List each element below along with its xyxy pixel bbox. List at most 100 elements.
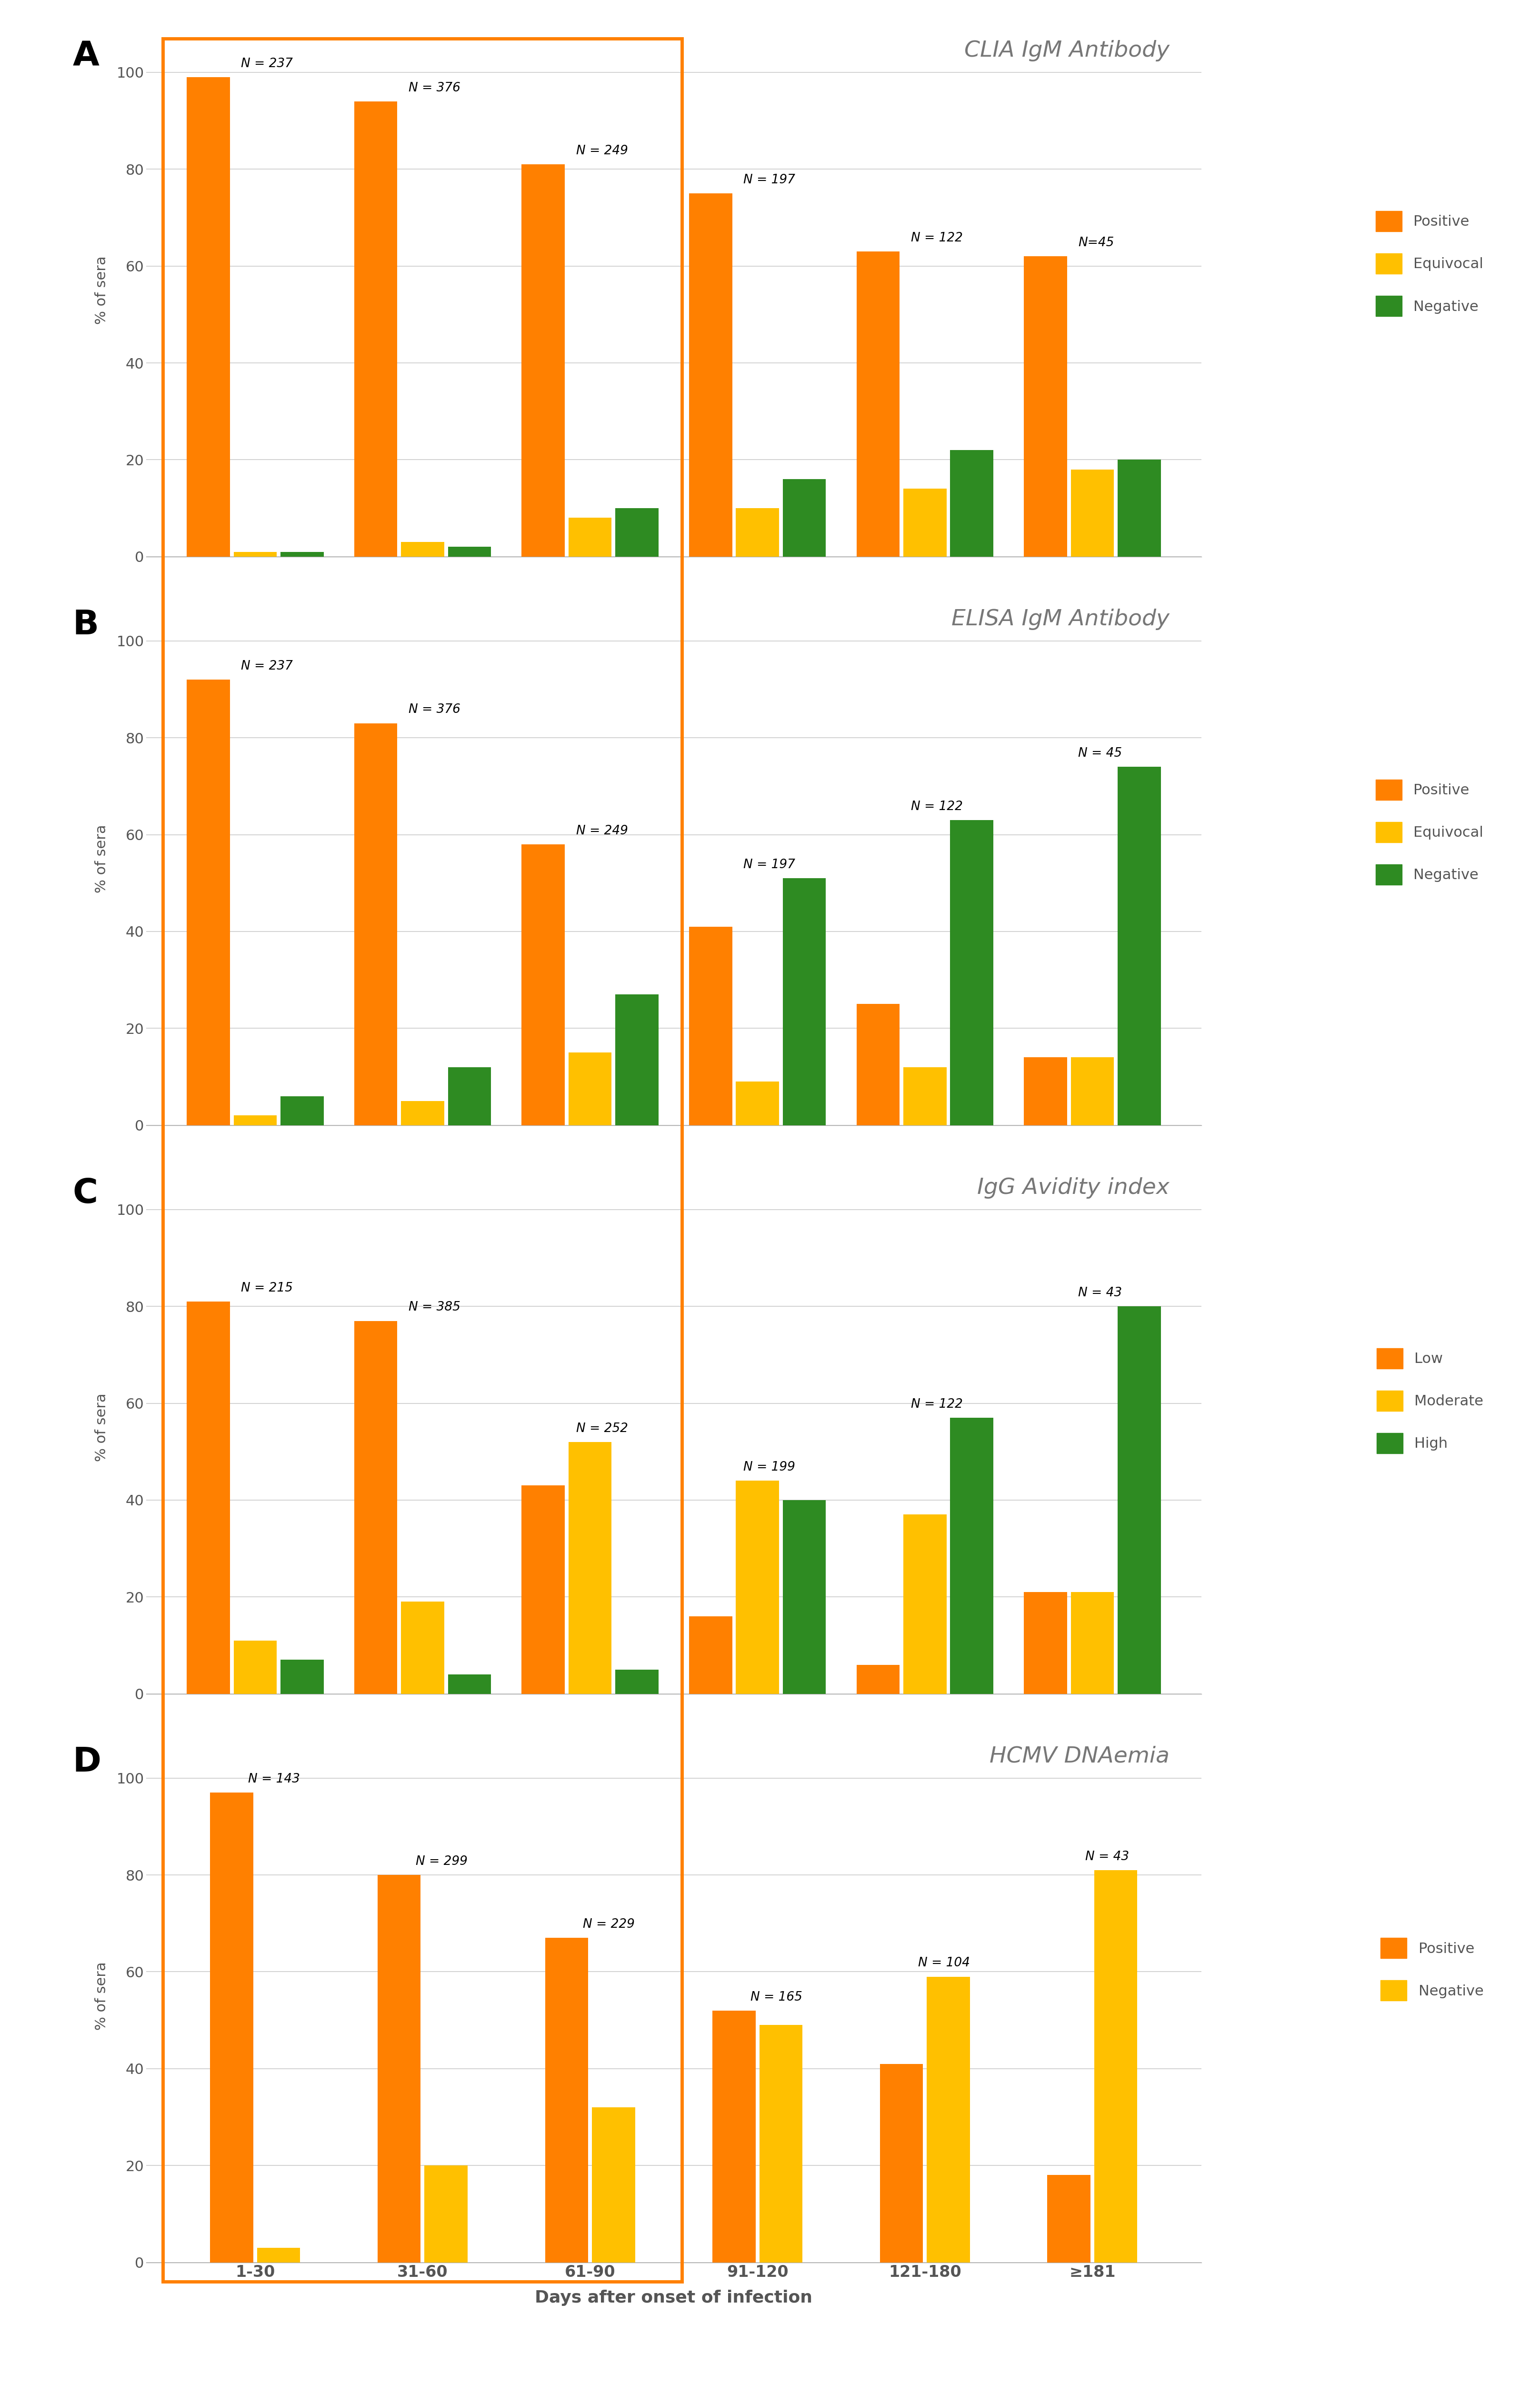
Bar	[591, 2107, 634, 2262]
Text: IgG Avidity index: IgG Avidity index	[978, 1178, 1169, 1199]
Bar	[1118, 460, 1161, 555]
Text: N = 299: N = 299	[416, 1855, 468, 1867]
Bar	[713, 2011, 756, 2262]
Legend: Positive, Equivocal, Negative: Positive, Equivocal, Negative	[1371, 206, 1489, 323]
Bar	[400, 1101, 444, 1125]
Bar	[688, 926, 731, 1125]
Y-axis label: % of sera: % of sera	[94, 256, 108, 326]
Bar	[186, 680, 229, 1125]
Bar	[616, 508, 659, 555]
Bar	[1047, 2176, 1090, 2262]
Bar	[927, 1977, 970, 2262]
Bar	[688, 1616, 731, 1695]
Text: N = 43: N = 43	[1086, 1851, 1129, 1863]
Bar	[950, 1417, 993, 1695]
Bar	[688, 194, 731, 555]
Bar	[616, 1669, 659, 1695]
Bar	[1070, 1592, 1113, 1695]
Bar	[736, 1082, 779, 1125]
Bar	[354, 723, 397, 1125]
Text: N = 143: N = 143	[248, 1774, 300, 1786]
Bar	[448, 1673, 491, 1695]
Bar	[400, 541, 444, 555]
Bar	[522, 845, 565, 1125]
Text: N=45: N=45	[1078, 237, 1113, 249]
Text: D: D	[72, 1745, 102, 1779]
Text: CLIA IgM Antibody: CLIA IgM Antibody	[964, 41, 1169, 62]
Bar	[904, 1515, 947, 1695]
Bar	[186, 77, 229, 555]
Bar	[280, 1096, 323, 1125]
Bar	[856, 251, 899, 555]
Bar	[1024, 256, 1067, 555]
Bar	[186, 1302, 229, 1695]
Bar	[782, 879, 825, 1125]
Bar	[1024, 1592, 1067, 1695]
Text: C: C	[72, 1178, 97, 1209]
Bar	[1095, 1870, 1138, 2262]
Bar	[234, 551, 277, 555]
Legend: Low, Moderate, High: Low, Moderate, High	[1371, 1343, 1489, 1460]
Bar	[280, 551, 323, 555]
Text: N = 249: N = 249	[576, 144, 628, 158]
Bar	[904, 488, 947, 555]
Text: N = 252: N = 252	[576, 1422, 628, 1434]
Bar	[545, 1937, 588, 2262]
Bar	[234, 1640, 277, 1695]
Bar	[568, 1053, 611, 1125]
Bar	[209, 1793, 253, 2262]
Bar	[1024, 1058, 1067, 1125]
Bar	[904, 1068, 947, 1125]
Bar	[522, 1487, 565, 1695]
Bar	[1070, 1058, 1113, 1125]
Bar	[1118, 766, 1161, 1125]
Text: N = 237: N = 237	[242, 57, 293, 69]
Text: N = 215: N = 215	[242, 1281, 293, 1295]
Bar	[257, 2248, 300, 2262]
Text: N = 237: N = 237	[242, 661, 293, 673]
Text: N = 165: N = 165	[750, 1992, 802, 2004]
Text: N = 376: N = 376	[408, 81, 460, 93]
Y-axis label: % of sera: % of sera	[94, 824, 108, 893]
Text: N = 45: N = 45	[1078, 747, 1123, 759]
Text: N = 385: N = 385	[408, 1302, 460, 1314]
Y-axis label: % of sera: % of sera	[94, 1393, 108, 1463]
Bar	[782, 1501, 825, 1695]
Bar	[782, 479, 825, 555]
Bar	[950, 450, 993, 555]
Legend: Positive, Equivocal, Negative: Positive, Equivocal, Negative	[1371, 773, 1489, 891]
Text: N = 104: N = 104	[918, 1956, 970, 1970]
Text: N = 197: N = 197	[744, 859, 795, 871]
Bar	[234, 1116, 277, 1125]
Bar	[736, 508, 779, 555]
Bar	[522, 165, 565, 555]
Bar	[950, 821, 993, 1125]
Text: N = 43: N = 43	[1078, 1286, 1123, 1300]
Bar	[856, 1664, 899, 1695]
Bar	[1118, 1307, 1161, 1695]
Bar	[568, 517, 611, 555]
Text: ELISA IgM Antibody: ELISA IgM Antibody	[952, 608, 1169, 630]
Bar	[568, 1441, 611, 1695]
Text: N = 122: N = 122	[910, 1398, 962, 1410]
Bar	[354, 1321, 397, 1695]
Bar	[736, 1479, 779, 1695]
Bar	[400, 1602, 444, 1695]
Text: N = 122: N = 122	[910, 232, 962, 244]
Text: N = 376: N = 376	[408, 704, 460, 716]
Bar	[280, 1659, 323, 1695]
Bar	[616, 994, 659, 1125]
Text: N = 122: N = 122	[910, 800, 962, 814]
X-axis label: Days after onset of infection: Days after onset of infection	[534, 2289, 813, 2305]
Bar	[856, 1003, 899, 1125]
Bar	[448, 546, 491, 555]
Text: N = 229: N = 229	[584, 1918, 634, 1930]
Text: N = 197: N = 197	[744, 175, 795, 187]
Bar	[759, 2025, 802, 2262]
Text: A: A	[72, 41, 99, 72]
Legend: Positive, Negative: Positive, Negative	[1375, 1932, 1489, 2006]
Bar	[377, 1875, 420, 2262]
Text: B: B	[72, 608, 99, 642]
Bar	[879, 2064, 922, 2262]
Bar	[1070, 469, 1113, 555]
